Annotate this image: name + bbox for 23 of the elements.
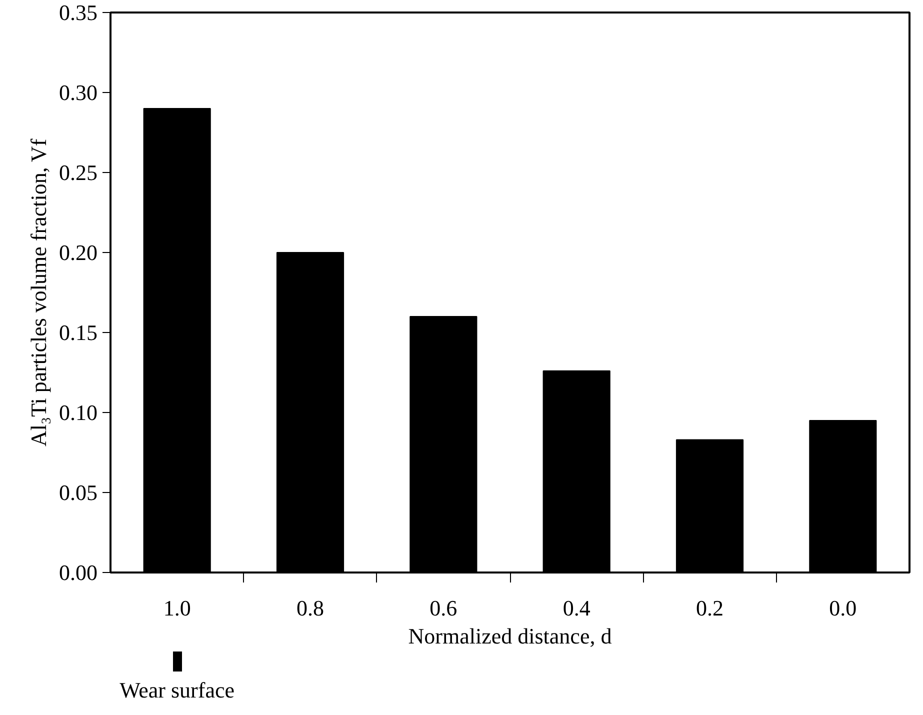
y-tick-label: 0.25 bbox=[59, 160, 98, 185]
y-tick-label: 0.15 bbox=[59, 320, 98, 345]
bar bbox=[410, 316, 478, 572]
x-tick-label: 0.8 bbox=[296, 596, 324, 620]
x-axis-title: Normalized distance, d bbox=[408, 624, 612, 648]
y-tick-label: 0.00 bbox=[59, 560, 98, 585]
x-tick-label: 0.0 bbox=[829, 596, 857, 620]
bar bbox=[276, 252, 344, 572]
bar bbox=[809, 420, 877, 572]
bar bbox=[542, 370, 610, 572]
x-tick-label: 0.6 bbox=[430, 596, 458, 620]
bar bbox=[143, 108, 211, 572]
x-tick-label: 0.4 bbox=[562, 596, 590, 620]
y-tick-label: 0.05 bbox=[59, 480, 98, 505]
y-tick-label: 0.35 bbox=[59, 0, 98, 25]
x-tick-label: 1.0 bbox=[163, 596, 191, 620]
text: Wear surface bbox=[120, 678, 235, 702]
y-tick-label: 0.30 bbox=[59, 80, 98, 105]
y-tick-label: 0.10 bbox=[59, 400, 98, 425]
y-axis-title: Al₃Ti particles volume fraction, Vf bbox=[26, 138, 51, 447]
bar bbox=[676, 439, 744, 572]
y-tick-label: 0.20 bbox=[59, 240, 98, 265]
x-tick-label: 0.2 bbox=[696, 596, 724, 620]
